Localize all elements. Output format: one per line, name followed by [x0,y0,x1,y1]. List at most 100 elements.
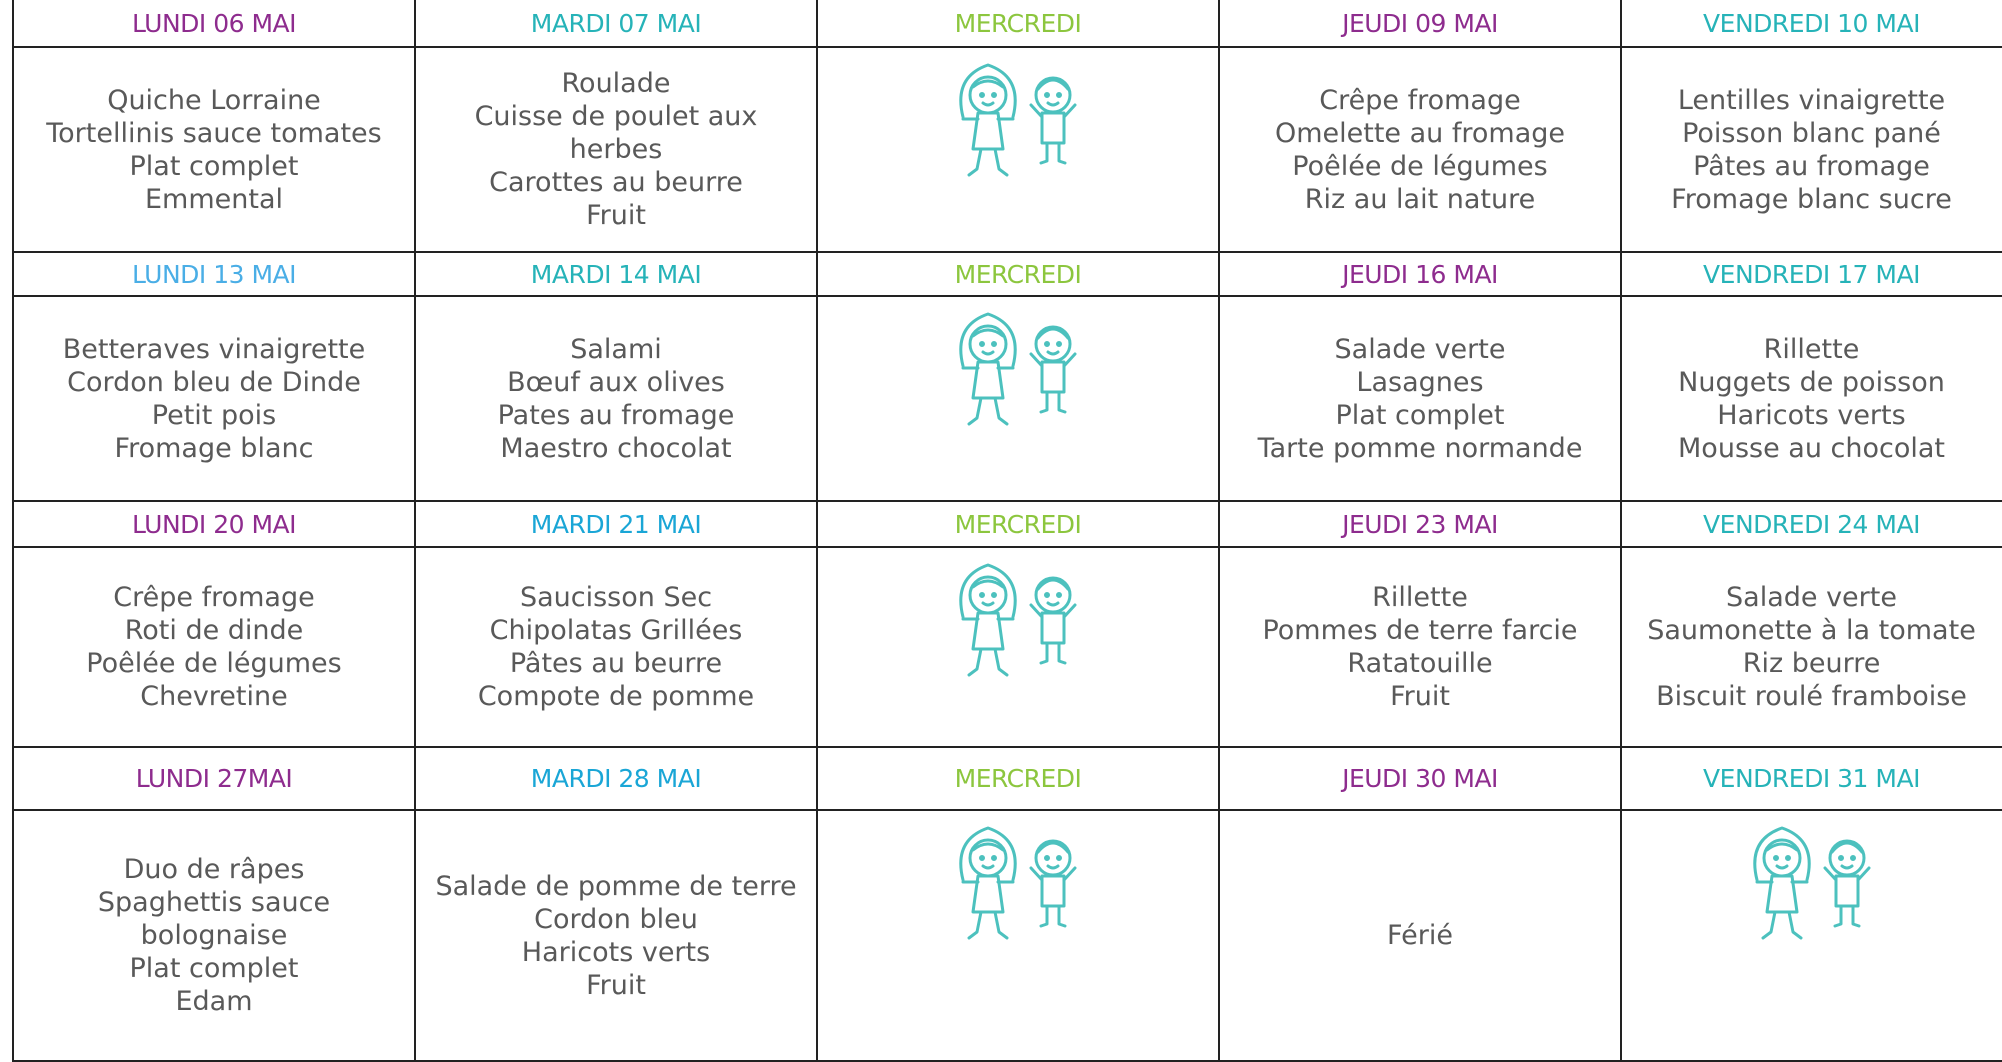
menu-item: Fruit [586,200,646,231]
day-menu: Crêpe fromage Omelette au fromage Poêlée d… [1219,47,1621,252]
menu-item: Maestro chocolat [500,432,732,464]
day-menu: Duo de râpes Spaghettis sauce bolognaise P… [13,810,415,1061]
menu-item: Rillette [1372,582,1468,613]
menu-item: Salade verte [1726,582,1897,613]
menu-item: Fromage blanc sucre [1671,183,1952,215]
row-border [12,46,2002,48]
day-header: JEUDI 16 MAI [1342,259,1498,289]
day-header: MARDI 07 MAI [530,9,702,38]
row-border [12,546,2002,548]
day-menu: Salade verte Lasagnes Plat complet Tarte po… [1219,296,1621,501]
menu-item: Crêpe fromage [1319,84,1521,116]
row-border [12,251,2002,253]
menu-item: Quiche Lorraine [107,84,321,116]
menu-item: Riz au lait nature [1304,183,1536,215]
menu-item: Duo de râpes [123,854,305,885]
day-header: VENDREDI 31 MAI [1703,764,1920,793]
menu-item: Pates au fromage [497,399,735,431]
day-header: MARDI 28 MAI [530,764,702,793]
day-header: MARDI 21 MAI [530,509,702,539]
day-header: MERCREDI [954,9,1082,38]
menu-item: Lentilles vinaigrette [1677,84,1946,116]
kids-icon [1752,826,1870,940]
day-header: LUNDI 27MAI [135,764,293,793]
menu-item: Plat complet [129,150,299,182]
day-menu [817,810,1219,1061]
menu-item: Pâtes au beurre [509,648,723,679]
menu-item: Férié [1387,920,1453,951]
menu-item: Haricots verts [1717,399,1906,431]
menu-item: Lasagnes [1356,366,1484,398]
menu-item: Fruit [586,969,646,1001]
column-border [816,0,818,1062]
day-header: LUNDI 06 MAI [131,9,297,38]
menu-item: Saumonette à la tomate [1647,615,1976,646]
column-border [12,0,14,1062]
kids-icon [959,826,1077,940]
menu-item: Riz beurre [1742,648,1881,679]
day-menu: Crêpe fromage Roti de dinde Poêlée de légu… [13,547,415,747]
day-header: JEUDI 30 MAI [1342,764,1498,793]
day-menu: Salami Bœuf aux olives Pates au fromage Mae… [415,296,817,501]
menu-item: Poisson blanc pané [1682,117,1941,149]
row-border [12,500,2002,502]
day-header: MERCREDI [954,509,1082,539]
menu-item: Compote de pomme [477,681,755,712]
menu-item: Saucisson Sec [519,582,713,613]
kids-icon [959,312,1077,426]
menu-item: Poêlée de légumes [86,648,342,679]
menu-item: Salade verte [1334,333,1506,365]
day-menu [817,296,1219,501]
day-menu [817,47,1219,252]
day-menu: Quiche Lorraine Tortellinis sauce tomates… [13,47,415,252]
column-border [414,0,416,1062]
day-menu: Salade de pomme de terre Cordon bleu Haric… [415,810,817,1061]
day-header: VENDREDI 10 MAI [1703,9,1920,38]
menu-item: Fruit [1390,681,1450,712]
kids-icon [959,63,1077,177]
menu-item: Cordon bleu [534,903,698,935]
day-menu: Saucisson Sec Chipolatas Grillées Pâtes au… [415,547,817,747]
day-menu: Betteraves vinaigrette Cordon bleu de Din… [13,296,415,501]
menu-item: Plat complet [1335,399,1505,431]
menu-item: Spaghettis sauce bolognaise [97,887,331,951]
menu-item: Poêlée de légumes [1292,150,1548,182]
menu-item: Ratatouille [1347,648,1493,679]
day-header: JEUDI 23 MAI [1342,509,1498,539]
day-menu: Salade verte Saumonette à la tomate Riz be… [1621,547,2002,747]
menu-item: Nuggets de poisson [1678,366,1945,398]
row-border [12,295,2002,297]
menu-item: Edam [175,986,253,1017]
menu-item: Emmental [144,183,284,215]
menu-item: Carottes au beurre [489,167,743,198]
column-border [1218,0,1220,1062]
menu-item: Rillette [1763,333,1860,365]
day-header: MERCREDI [954,764,1082,793]
day-menu [1621,810,2002,1061]
menu-item: Biscuit roulé framboise [1656,681,1967,712]
day-header: VENDREDI 24 MAI [1703,509,1920,539]
day-header: JEUDI 09 MAI [1342,9,1498,38]
menu-item: Tarte pomme normande [1257,432,1583,464]
menu-item: Omelette au fromage [1274,117,1565,149]
row-border [12,809,2002,811]
day-menu: Rillette Pommes de terre farcie Ratatouill… [1219,547,1621,747]
row-border [12,746,2002,748]
row-border [12,1060,2002,1062]
menu-item: Pâtes au fromage [1693,150,1930,182]
menu-item: Chipolatas Grillées [489,615,743,646]
column-border [1620,0,1622,1062]
kids-icon [959,563,1077,677]
day-menu: Férié [1219,810,1621,1061]
menu-item: Chevretine [140,681,288,712]
day-header: LUNDI 20 MAI [131,509,297,539]
menu-item: Betteraves vinaigrette [62,333,366,365]
menu-item: Tortellinis sauce tomates [46,117,382,149]
menu-item: Cordon bleu de Dinde [67,366,361,398]
menu-item: Pommes de terre farcie [1262,615,1578,646]
menu-item: Plat complet [129,953,299,984]
day-header: VENDREDI 17 MAI [1703,259,1920,289]
day-header: MERCREDI [954,259,1082,289]
